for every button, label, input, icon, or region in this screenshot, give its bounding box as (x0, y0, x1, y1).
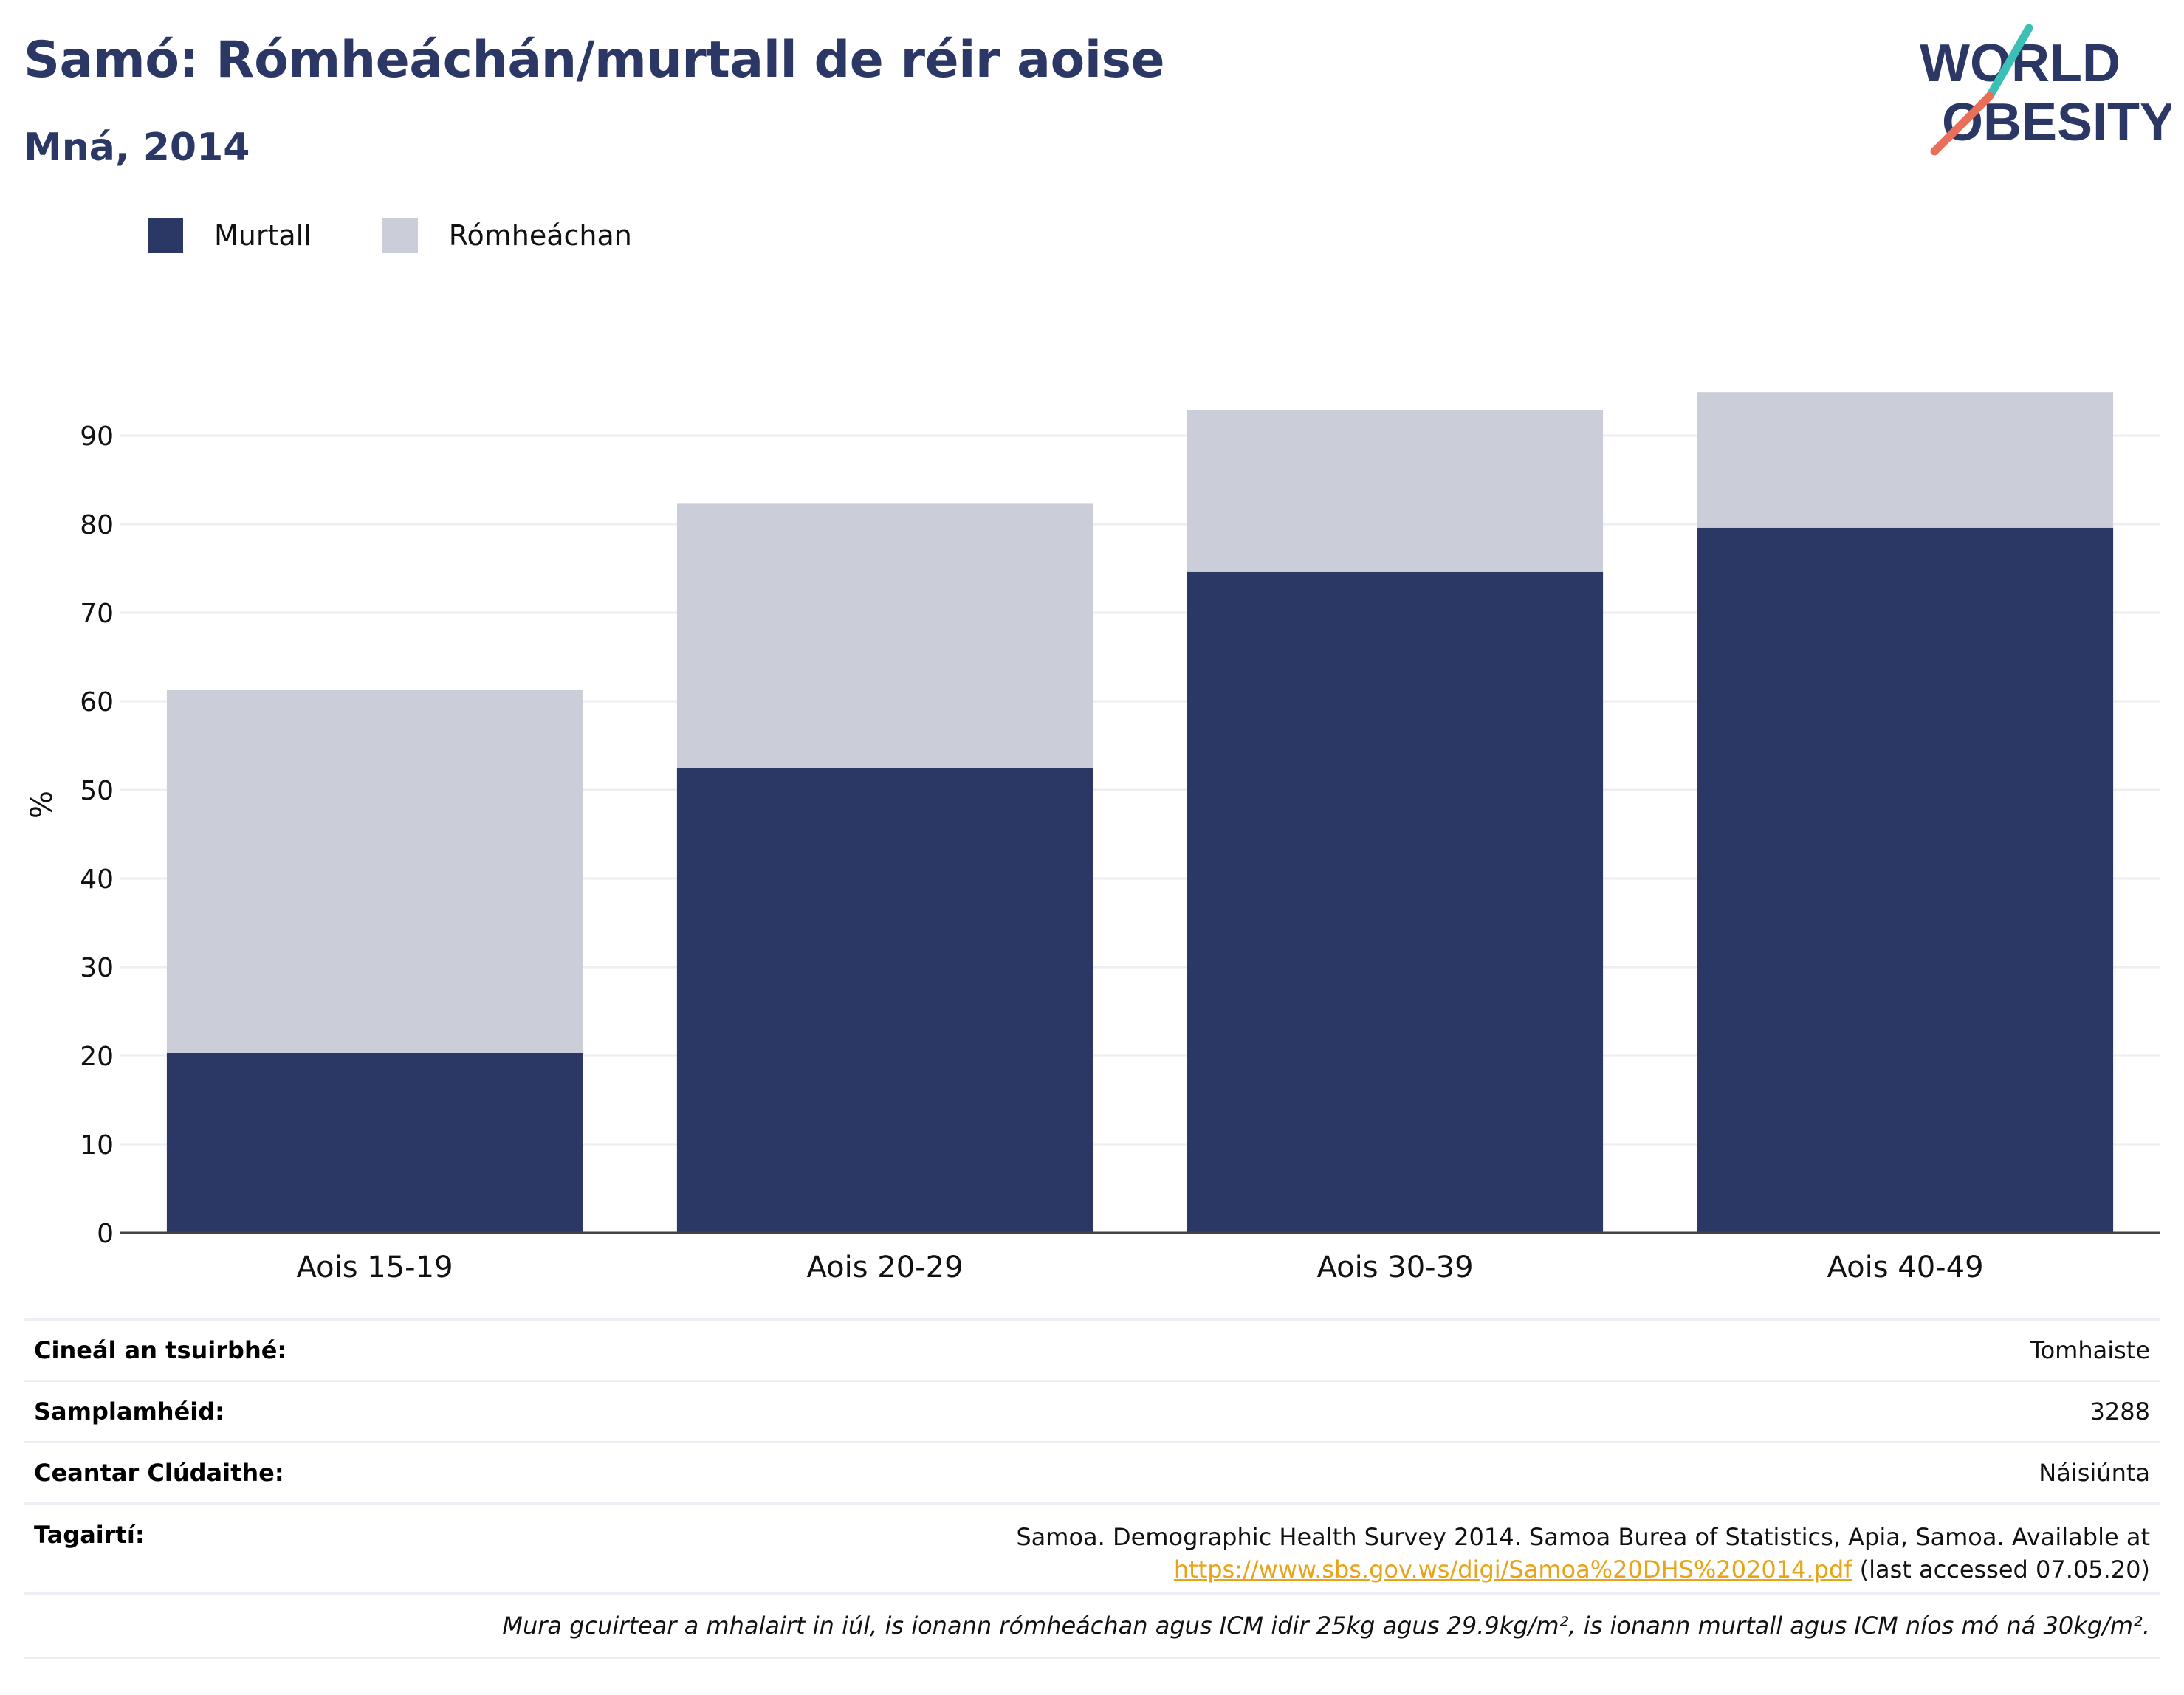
legend-swatch-overweight (382, 218, 418, 253)
bar-overweight[interactable] (1187, 410, 1604, 572)
y-tick-label: 80 (80, 510, 114, 540)
survey-type-value: Tomhaiste (2030, 1336, 2150, 1364)
references-link[interactable]: https://www.sbs.gov.ws/digi/Samoa%20DHS%… (1173, 1555, 1852, 1584)
bar-overweight[interactable] (166, 690, 583, 1053)
y-axis-label: % (25, 791, 59, 819)
definitions-note: Mura gcuirtear a mhalairt in iúl, is ion… (24, 1592, 2160, 1659)
survey-info-table: Cineál an tsuirbhé: Tomhaiste Samplamhéi… (24, 1318, 2160, 1659)
axes: 0 10 20 30 40 50 60 70 80 90 Aois 15-19 Aois 20-29 A… (80, 422, 2160, 1285)
references-value: Samoa. Demographic Health Survey 2014. S… (1016, 1521, 2150, 1592)
info-row-area: Ceantar Clúdaithe: Náisiúnta (24, 1441, 2160, 1502)
y-tick-label: 20 (80, 1042, 114, 1072)
info-row-references: Tagairtí: Samoa. Demographic Health Surv… (24, 1502, 2160, 1592)
y-tick-label: 0 (97, 1219, 114, 1249)
area-label: Ceantar Clúdaithe: (34, 1459, 284, 1487)
x-tick-label: Aois 40-49 (1827, 1251, 1983, 1285)
references-label: Tagairtí: (34, 1521, 145, 1549)
legend-item-overweight[interactable]: Rómheáchan (382, 218, 632, 253)
references-accessed: (last accessed 07.05.20) (1852, 1555, 2150, 1584)
definitions-note-text: Mura gcuirtear a mhalairt in iúl, is ion… (502, 1612, 2150, 1640)
y-tick-label: 40 (80, 864, 114, 895)
references-text: Samoa. Demographic Health Survey 2014. S… (1016, 1523, 2150, 1551)
bar-overweight[interactable] (1697, 392, 2114, 528)
bars (166, 392, 2114, 1233)
y-tick-label: 90 (80, 422, 114, 452)
x-tick-label: Aois 15-19 (296, 1251, 453, 1285)
chart-legend: Murtall Rómheáchan (148, 218, 667, 253)
info-row-sample: Samplamhéid: 3288 (24, 1380, 2160, 1441)
bar-obesity[interactable] (1187, 571, 1604, 1233)
bar-overweight[interactable] (676, 503, 1093, 768)
bar-obesity[interactable] (676, 768, 1093, 1233)
x-tick-label: Aois 30-39 (1316, 1251, 1473, 1285)
info-row-survey-type: Cineál an tsuirbhé: Tomhaiste (24, 1318, 2160, 1380)
area-value: Náisiúnta (2039, 1459, 2150, 1487)
legend-swatch-obesity (148, 218, 183, 253)
y-tick-label: 30 (80, 953, 114, 983)
y-tick-label: 50 (80, 776, 114, 806)
stacked-bar-chart: 0 10 20 30 40 50 60 70 80 90 Aois 15-19 Aois 20-29 A… (25, 392, 2160, 1285)
page-title: Samó: Rómheáchán/murtall de réir aoise (24, 31, 1165, 89)
x-tick-label: Aois 20-29 (806, 1251, 963, 1285)
page-subtitle: Mná, 2014 (24, 126, 250, 170)
y-tick-label: 10 (80, 1130, 114, 1161)
bar-obesity[interactable] (1697, 527, 2114, 1233)
sample-label: Samplamhéid: (34, 1397, 224, 1426)
world-obesity-logo: WORLD OBESITY (1920, 24, 2171, 156)
legend-item-obesity[interactable]: Murtall (148, 218, 312, 253)
y-tick-label: 60 (80, 687, 114, 718)
legend-label-obesity: Murtall (214, 219, 312, 252)
bar-obesity[interactable] (166, 1053, 583, 1233)
references-link-line: https://www.sbs.gov.ws/digi/Samoa%20DHS%… (1016, 1553, 2150, 1586)
y-tick-label: 70 (80, 599, 114, 629)
sample-value: 3288 (2089, 1397, 2150, 1426)
survey-type-label: Cineál an tsuirbhé: (34, 1336, 287, 1364)
legend-label-overweight: Rómheáchan (448, 219, 632, 252)
